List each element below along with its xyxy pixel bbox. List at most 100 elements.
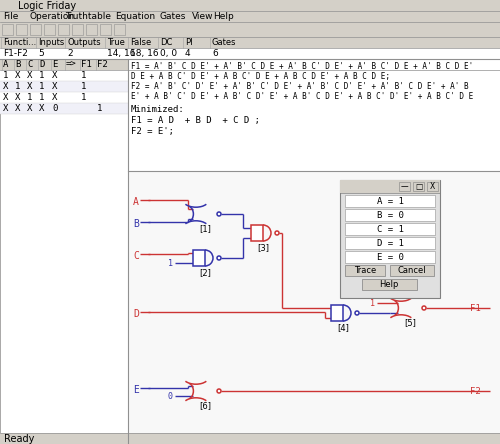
Bar [193,250,205,266]
Text: True: True [107,38,125,47]
Text: 1: 1 [97,104,102,113]
Text: 1: 1 [39,82,44,91]
Bar [413,182,424,191]
Text: X: X [430,182,435,191]
Text: 0: 0 [168,392,173,400]
Bar [345,195,435,207]
Bar [362,279,417,290]
Text: X: X [52,71,58,80]
Bar [0,92,128,103]
Bar [345,251,435,263]
Text: 1: 1 [81,82,86,91]
Text: Truthtable: Truthtable [65,12,111,21]
Bar [72,24,83,35]
Bar [16,24,27,35]
Text: 2: 2 [67,49,72,58]
Text: X: X [3,104,8,113]
Text: A: A [3,60,8,69]
Text: [6]: [6] [199,401,211,410]
Text: False: False [130,38,151,47]
Bar [345,209,435,221]
Text: □: □ [415,182,422,191]
Text: F2 = E';: F2 = E'; [131,127,174,136]
Text: B = 0: B = 0 [376,210,404,219]
Text: [4]: [4] [337,323,349,332]
Text: C: C [133,251,139,261]
Text: Cancel: Cancel [398,266,426,275]
Text: C = 1: C = 1 [376,225,404,234]
Text: F1: F1 [470,304,481,313]
Text: X: X [3,82,8,91]
Bar [0,22,500,37]
Text: PI: PI [185,38,192,47]
Text: Operation: Operation [30,12,75,21]
Text: D = 1: D = 1 [376,238,404,247]
Text: 1: 1 [27,93,32,102]
Text: X: X [27,71,32,80]
Text: Minimized:: Minimized: [131,105,185,114]
Bar [44,24,55,35]
Bar [0,70,128,81]
Text: E = 0: E = 0 [376,253,404,262]
Text: Equation: Equation [115,12,155,21]
Text: [2]: [2] [199,268,211,277]
Text: [5]: [5] [404,318,416,327]
Bar [0,59,128,444]
Text: X: X [15,93,20,102]
Bar [251,225,263,241]
Text: X: X [27,82,32,91]
Bar [331,305,343,321]
Text: F1 = A' B' C D E' + A' B' C D E + A' B C' D E' + A' B C' D E + A' B C D E': F1 = A' B' C D E' + A' B' C D E + A' B C… [131,62,473,71]
Bar [86,24,97,35]
Bar [0,11,500,22]
Text: E: E [133,385,139,395]
Text: B: B [15,60,20,69]
Text: E: E [52,60,58,69]
Text: D: D [133,309,139,319]
Circle shape [217,212,221,216]
Text: 1: 1 [81,71,86,80]
Bar [345,265,385,276]
Text: 1: 1 [15,82,20,91]
Text: F2 = A' B' C' D' E' + A' B' C' D E' + A' B' C D' E' + A' B' C D E' + A' B: F2 = A' B' C' D' E' + A' B' C' D E' + A'… [131,82,468,91]
Bar [427,182,438,191]
Text: 5: 5 [38,49,44,58]
Bar [0,103,128,114]
Text: F1: F1 [81,60,92,69]
Bar [128,171,500,444]
Bar [340,180,440,298]
Text: X: X [52,82,58,91]
Text: F1 = A D  + B D  + C D ;: F1 = A D + B D + C D ; [131,116,260,125]
Text: X: X [52,93,58,102]
Text: DC: DC [160,38,172,47]
Text: X: X [39,104,44,113]
Bar [399,182,410,191]
Text: F1-F2: F1-F2 [3,49,28,58]
Bar [0,0,500,11]
Bar [345,237,435,249]
Text: X: X [15,71,20,80]
Text: Functi...: Functi... [3,38,36,47]
Text: X: X [3,93,8,102]
Text: A: A [133,197,139,207]
Bar [0,81,128,92]
Text: 1: 1 [3,71,8,80]
Circle shape [217,389,221,393]
Text: 18, 16: 18, 16 [130,49,158,58]
Bar [390,265,434,276]
Bar [0,37,500,48]
Bar [340,180,440,193]
Text: Inputs: Inputs [38,38,64,47]
Text: X: X [15,104,20,113]
Text: 1: 1 [39,93,44,102]
Bar [114,24,125,35]
Text: 0, 0: 0, 0 [160,49,177,58]
Text: 1: 1 [370,298,375,308]
Text: F2: F2 [470,386,481,396]
Text: E' + A B' C' D E' + A B' C D' E' + A B' C D E' + A B C' D' E' + A B C' D E: E' + A B' C' D E' + A B' C D' E' + A B' … [131,92,473,101]
Text: 1: 1 [81,93,86,102]
Text: View: View [192,12,214,21]
Text: Help: Help [380,280,398,289]
Bar [345,223,435,235]
Bar [0,48,500,59]
